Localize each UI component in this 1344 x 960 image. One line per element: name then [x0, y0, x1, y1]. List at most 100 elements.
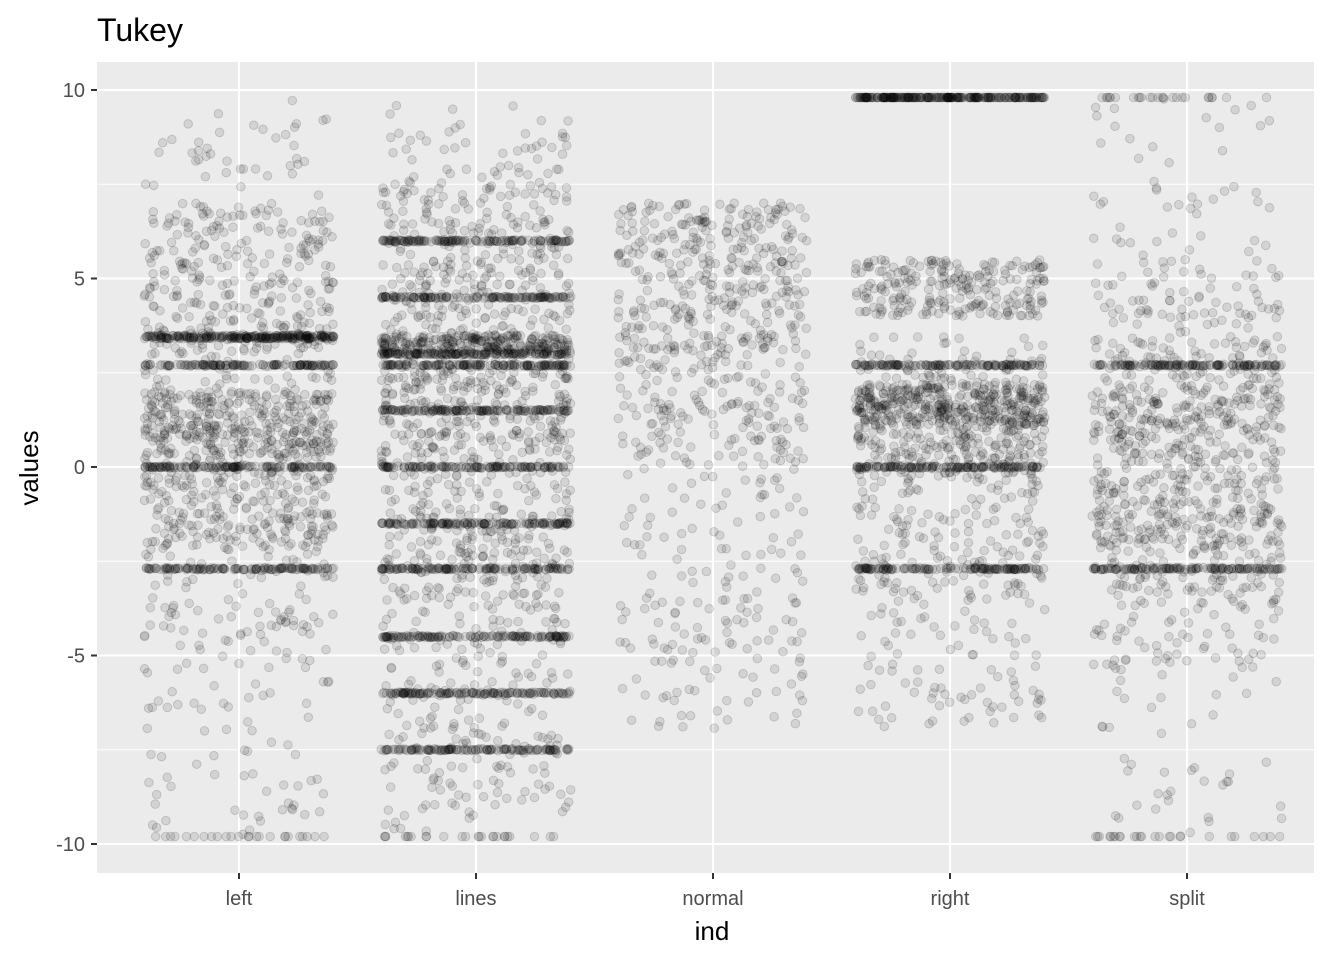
point [209, 465, 219, 475]
point [557, 132, 568, 142]
point [281, 555, 292, 566]
point [255, 537, 265, 548]
point [299, 359, 309, 370]
point [520, 386, 530, 397]
point [224, 407, 235, 417]
point [228, 482, 239, 493]
point [302, 360, 312, 371]
point [231, 360, 242, 370]
point [406, 542, 417, 552]
point [446, 742, 457, 752]
point [408, 504, 418, 514]
point [437, 305, 448, 315]
point [321, 644, 331, 655]
point [296, 360, 306, 370]
point [150, 462, 160, 472]
point [282, 254, 293, 264]
point [313, 360, 324, 370]
point [258, 124, 268, 135]
point [155, 462, 166, 473]
point [516, 627, 526, 638]
point [635, 353, 646, 364]
point [248, 769, 258, 779]
point [391, 100, 402, 111]
point [303, 712, 314, 722]
point [492, 279, 502, 290]
point [650, 392, 660, 402]
point [513, 217, 523, 227]
point [263, 375, 274, 385]
point [444, 421, 455, 431]
point [250, 478, 261, 488]
point [494, 778, 504, 789]
point [422, 479, 433, 490]
point [390, 405, 401, 416]
point [426, 340, 436, 351]
point [383, 633, 393, 644]
point [420, 800, 431, 810]
point [303, 249, 314, 259]
point [671, 248, 682, 258]
point [421, 372, 431, 382]
point [244, 462, 254, 472]
point [381, 319, 391, 330]
point [162, 702, 173, 713]
point [188, 462, 199, 473]
point [541, 289, 551, 300]
point [317, 360, 327, 371]
point [528, 764, 538, 774]
point [505, 768, 516, 778]
point [494, 449, 504, 459]
point [407, 282, 417, 292]
point [256, 572, 267, 583]
point [402, 452, 413, 462]
point [317, 462, 327, 472]
point [450, 204, 461, 214]
point [267, 360, 277, 370]
point [145, 282, 155, 293]
point [525, 688, 536, 698]
point [419, 464, 430, 474]
point [448, 237, 458, 248]
point [198, 360, 209, 370]
point [435, 785, 446, 795]
point [275, 615, 286, 626]
point [288, 335, 298, 345]
point [553, 347, 563, 358]
point [383, 805, 394, 815]
point [480, 385, 490, 395]
point [259, 258, 270, 269]
point [250, 461, 261, 472]
point [306, 361, 317, 371]
point [446, 678, 456, 688]
point [182, 359, 192, 370]
point [432, 403, 443, 413]
point [204, 360, 215, 370]
point [209, 681, 219, 691]
point [388, 470, 399, 481]
point [778, 447, 789, 458]
point [257, 461, 268, 472]
point [456, 346, 467, 357]
point [473, 831, 484, 842]
point [444, 127, 454, 137]
point [172, 291, 182, 302]
point [445, 519, 455, 530]
point [529, 487, 540, 497]
point [542, 573, 552, 584]
point [652, 375, 662, 386]
point [427, 442, 437, 452]
point [556, 789, 566, 800]
point [244, 361, 255, 371]
point [194, 360, 205, 370]
point [266, 463, 277, 473]
point [282, 354, 292, 365]
point [478, 543, 488, 554]
point [211, 360, 221, 371]
point [260, 361, 271, 371]
point [428, 512, 438, 523]
point [208, 486, 219, 496]
point [385, 418, 396, 429]
point [430, 799, 440, 810]
